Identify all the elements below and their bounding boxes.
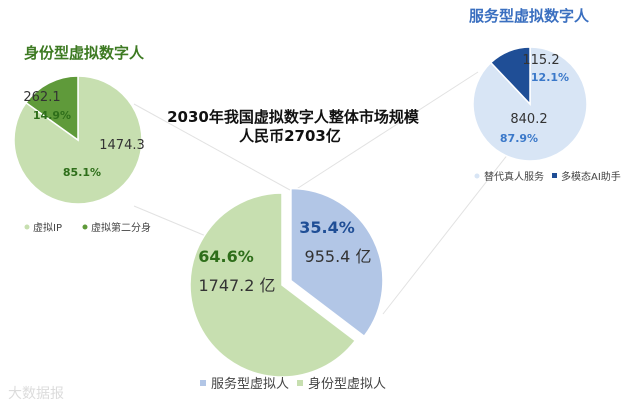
main-title-line-2: 人民币2703亿 [239, 127, 341, 145]
connector-right-bottom [382, 125, 531, 315]
right-pie-pct-1: 12.1% [531, 71, 569, 84]
left-pie-legend: 虚拟IP 虚拟第二分身 [24, 221, 151, 234]
main-pie-slice-0 [290, 187, 384, 338]
watermark: 大数据报 [8, 386, 64, 402]
main-title-line-1: 2030年我国虚拟数字人整体市场规模 [167, 108, 420, 126]
right-legend-label-0: 替代真人服务 [484, 170, 544, 183]
right-pie [472, 46, 588, 162]
right-pie-value-0: 840.2 [510, 112, 547, 127]
left-legend-label-1: 虚拟第二分身 [91, 221, 151, 234]
main-pie-pct-1: 64.6% [198, 247, 254, 266]
left-pie-value-1: 262.1 [23, 90, 60, 105]
left-pie-pct-0: 85.1% [63, 166, 101, 179]
connector-right-top [294, 71, 479, 191]
main-pie [189, 187, 384, 378]
right-legend-label-1: 多模态AI助手 [561, 170, 621, 183]
right-legend-swatch-1 [552, 173, 557, 178]
main-legend-label-0: 服务型虚拟人 [211, 376, 289, 392]
right-legend-swatch-0 [474, 173, 480, 179]
left-legend-label-0: 虚拟IP [33, 221, 62, 234]
main-legend-label-1: 身份型虚拟人 [308, 376, 386, 392]
left-pie-title: 身份型虚拟数字人 [24, 44, 145, 62]
left-legend-swatch-0 [24, 224, 30, 230]
main-legend-swatch-1 [297, 380, 303, 386]
left-pie-pct-1: 14.9% [33, 109, 71, 122]
left-pie-value-0: 1474.3 [99, 138, 145, 153]
main-pie-value-1: 1747.2 亿 [198, 276, 275, 295]
main-pie-value-0: 955.4 亿 [305, 247, 372, 266]
main-pie-legend: 服务型虚拟人 身份型虚拟人 [200, 376, 386, 392]
main-legend-swatch-0 [200, 380, 206, 386]
right-pie-value-1: 115.2 [522, 53, 559, 68]
connector-left-top [133, 103, 291, 191]
left-pie [13, 75, 143, 205]
main-pie-pct-0: 35.4% [299, 218, 355, 237]
right-pie-title: 服务型虚拟数字人 [469, 7, 590, 25]
left-legend-swatch-1 [82, 224, 88, 230]
connector-lines [133, 71, 531, 315]
right-pie-pct-0: 87.9% [500, 132, 538, 145]
right-pie-legend: 替代真人服务 多模态AI助手 [474, 170, 621, 183]
main-pie-slice-1 [189, 192, 357, 378]
right-pie-slice-1 [489, 46, 531, 106]
left-pie-slice-0 [13, 75, 143, 205]
left-pie-slice-1 [24, 75, 79, 142]
